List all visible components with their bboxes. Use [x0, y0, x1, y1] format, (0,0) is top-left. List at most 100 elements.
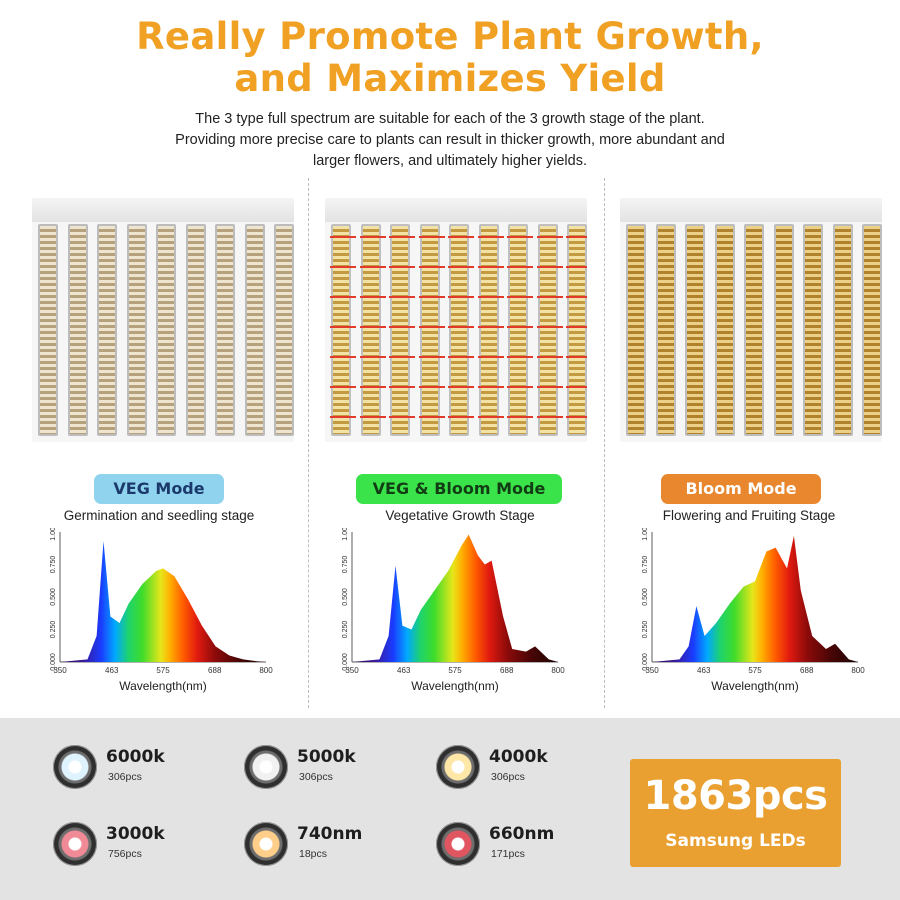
veg-light-panel-image [32, 198, 294, 442]
stage-label: Flowering and Fruiting Stage [662, 508, 836, 523]
x-tick-label: 800 [259, 666, 273, 675]
red-led-marker [507, 236, 533, 238]
red-led-marker [330, 326, 356, 328]
led-light-bar [38, 224, 58, 436]
red-led-marker [418, 416, 445, 418]
red-led-marker [359, 416, 386, 418]
red-led-marker [418, 296, 445, 298]
red-led-marker [477, 296, 504, 298]
x-tick-label: 463 [397, 666, 411, 675]
red-led-marker [448, 386, 474, 388]
red-led-marker [477, 326, 504, 328]
led-quantity: 306pcs [299, 771, 333, 783]
led-name: 6000k [106, 747, 165, 767]
x-tick-label: 800 [851, 666, 865, 675]
red-led-marker [448, 266, 474, 268]
led-quantity: 306pcs [491, 771, 525, 783]
led-light-bar [773, 224, 794, 436]
column-divider [308, 178, 309, 708]
x-axis-label: Wavelength(nm) [119, 679, 207, 693]
led-light-bar [156, 224, 176, 436]
led-name: 5000k [297, 747, 356, 767]
spectrum-chart-veg: 0.000 0.250 0.500 0.750 1.000 350 463 575 688 800… [38, 528, 278, 700]
y-tick-label: 0.250 [642, 621, 649, 639]
panel-frame [32, 198, 294, 222]
led-light-bar [215, 224, 235, 436]
y-tick-label: 0.750 [50, 556, 57, 574]
red-led-marker [507, 356, 533, 358]
red-led-marker [566, 296, 587, 298]
red-led-marker [477, 236, 504, 238]
red-led-marker [418, 266, 445, 268]
led-name: 740nm [297, 824, 363, 844]
red-led-marker [477, 386, 504, 388]
led-light-bar [185, 224, 206, 436]
red-led-marker [448, 416, 474, 418]
led-quantity: 756pcs [108, 848, 142, 860]
red-led-marker [359, 236, 386, 238]
orange-led-chip-icon [244, 822, 288, 866]
veg-mode-badge: VEG Mode [94, 474, 224, 504]
red-led-marker [536, 266, 563, 268]
led-quantity: 306pcs [108, 771, 142, 783]
veg-bloom-light-panel-image [325, 198, 587, 442]
spectrum-svg: 0.000 0.250 0.500 0.750 1.000 350 463 575 688 800… [642, 528, 865, 693]
red-led-marker [536, 326, 563, 328]
led-light-bar [626, 224, 646, 436]
total-led-count-badge: 1863pcs Samsung LEDs [630, 759, 841, 867]
y-tick-label: 0.500 [50, 588, 57, 606]
y-tick-label: 0.250 [342, 621, 349, 639]
red-led-marker [448, 296, 474, 298]
y-tick-label: 1.000 [342, 528, 349, 541]
led-light-bar [274, 224, 294, 436]
led-name: 3000k [106, 824, 165, 844]
red-led-marker [330, 296, 356, 298]
red-led-marker [448, 356, 474, 358]
y-tick-label: 0.750 [642, 556, 649, 574]
white-led-chip-icon [244, 745, 288, 789]
red-led-marker [359, 386, 386, 388]
led-light-bar [448, 224, 474, 436]
spectrum-svg: 0.000 0.250 0.500 0.750 1.000 350 463 575 688 800… [342, 528, 565, 693]
panel-frame [620, 198, 882, 222]
red-led-marker [477, 266, 504, 268]
red-led-marker [418, 356, 445, 358]
led-quantity: 171pcs [491, 848, 525, 860]
x-tick-label: 575 [448, 666, 462, 675]
x-tick-label: 688 [208, 666, 222, 675]
red-led-marker [330, 416, 356, 418]
red-led-marker [389, 356, 415, 358]
led-light-bar [536, 224, 563, 436]
page-title: Really Promote Plant Growth, and Maximiz… [0, 16, 900, 100]
red-led-marker [448, 236, 474, 238]
led-light-bar [359, 224, 386, 436]
red-led-marker [477, 416, 504, 418]
bloom-mode-badge: Bloom Mode [661, 474, 821, 504]
red-led-marker [536, 356, 563, 358]
x-tick-label: 350 [53, 666, 67, 675]
red-led-marker [418, 386, 445, 388]
red-led-marker [418, 236, 445, 238]
led-light-bar [67, 224, 88, 436]
red-led-marker [507, 416, 533, 418]
spectrum-chart-bloom: 0.000 0.250 0.500 0.750 1.000 350 463 575 688 800… [630, 528, 870, 700]
red-led-marker [448, 326, 474, 328]
led-light-bar [244, 224, 265, 436]
red-led-marker [359, 296, 386, 298]
red-led-marker [359, 326, 386, 328]
x-tick-label: 688 [800, 666, 814, 675]
subtitle-line-3: larger flowers, and ultimately higher yi… [312, 153, 587, 169]
led-light-bar [744, 224, 764, 436]
red-led-marker [536, 386, 563, 388]
led-light-bar [803, 224, 823, 436]
y-tick-label: 0.250 [50, 621, 57, 639]
y-tick-label: 0.000 [342, 653, 349, 671]
led-light-bar [330, 224, 356, 436]
spectrum-chart-veg-bloom: 0.000 0.250 0.500 0.750 1.000 350 463 575 688 800… [330, 528, 570, 700]
red-led-marker [330, 266, 356, 268]
y-tick-label: 1.000 [50, 528, 57, 541]
red-led-marker [389, 416, 415, 418]
x-tick-label: 688 [500, 666, 514, 675]
veg-bloom-mode-badge: VEG & Bloom Mode [356, 474, 562, 504]
red-led-chip-icon [53, 822, 97, 866]
